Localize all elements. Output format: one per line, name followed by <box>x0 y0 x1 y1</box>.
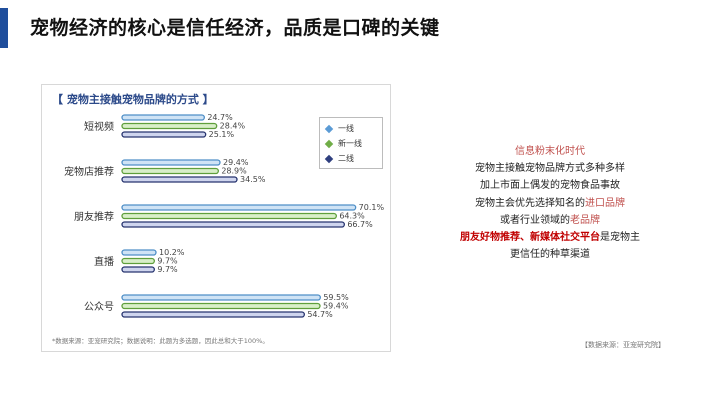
highlight-new-media: 新媒体社交平台 <box>530 232 600 244</box>
bar <box>121 131 207 138</box>
data-label: 28.4% <box>220 122 246 131</box>
data-label: 66.7% <box>347 220 373 229</box>
legend-label: 二线 <box>338 154 354 163</box>
insight-line-6: 朋友好物推荐、新媒体社交平台是宠物主 <box>430 229 670 246</box>
chart-legend: 一线 新一线 二线 <box>319 117 383 169</box>
data-label: 59.5% <box>323 293 349 302</box>
bar-chart: 24.7%28.4%25.1% 29.4%28.9%34.5% 70.1%64.3%… <box>121 113 385 319</box>
data-label: 64.3% <box>339 212 365 221</box>
insight-text-part: 宠物主会优先选择知名的 <box>475 197 585 209</box>
data-label: 24.7% <box>207 113 233 122</box>
insight-line-3: 加上市面上偶发的宠物食品事故 <box>480 180 620 192</box>
bar <box>121 159 221 166</box>
insight-separator: 、 <box>520 232 530 244</box>
bar <box>121 167 219 175</box>
data-label: 10.2% <box>159 248 185 257</box>
insight-text-part: 或者行业领域的 <box>500 214 570 226</box>
bar <box>121 311 305 318</box>
category-label: 直播 <box>94 256 114 268</box>
insight-line-1: 信息粉末化时代 <box>515 146 585 157</box>
legend-item-tier2: 二线 <box>324 151 376 166</box>
category-label: 宠物店推荐 <box>64 166 114 178</box>
bar <box>121 176 238 183</box>
bar <box>121 257 155 265</box>
data-label: 9.7% <box>157 257 178 266</box>
legend-item-newtier1: 新一线 <box>324 136 376 151</box>
insight-text-part: 是宠物主 <box>600 232 640 244</box>
legend-swatch-icon <box>324 154 334 163</box>
data-label: 54.7% <box>307 310 333 319</box>
category-label: 公众号 <box>84 301 114 313</box>
chart-note: *数据来源：亚宠研究院；数据说明：此题为多选题，因此总和大于100%。 <box>52 337 269 345</box>
bar <box>121 204 357 211</box>
highlight-import-brands: 进口品牌 <box>585 197 625 209</box>
data-label: 34.5% <box>240 175 266 184</box>
bar <box>121 212 337 220</box>
source-note: 【数据来源：亚宠研究院】 <box>581 341 665 349</box>
data-label: 25.1% <box>209 130 235 139</box>
data-label: 29.4% <box>223 158 249 167</box>
title-accent-bar <box>0 8 8 48</box>
legend-label: 新一线 <box>338 139 362 148</box>
bar <box>121 302 321 310</box>
insight-line-4: 宠物主会优先选择知名的进口品牌 <box>430 195 670 212</box>
category-label: 短视频 <box>84 121 114 133</box>
bar <box>121 122 218 130</box>
data-label: 9.7% <box>157 265 178 274</box>
bar <box>121 266 155 273</box>
legend-item-tier1: 一线 <box>324 121 376 136</box>
insight-line-5: 或者行业领域的老品牌 <box>430 212 670 229</box>
bar <box>121 294 321 301</box>
chart-title: 【 宠物主接触宠物品牌的方式 】 <box>52 93 214 106</box>
highlight-old-brands: 老品牌 <box>570 214 600 226</box>
bar <box>121 221 345 228</box>
legend-swatch-icon <box>324 124 334 133</box>
data-label: 70.1% <box>359 203 385 212</box>
bar <box>121 114 205 121</box>
data-label: 28.9% <box>221 167 247 176</box>
data-label: 59.4% <box>323 302 349 311</box>
insight-line-2: 宠物主接触宠物品牌方式多种多样 <box>475 163 625 175</box>
legend-label: 一线 <box>338 124 354 133</box>
category-label: 朋友推荐 <box>74 211 114 223</box>
slide-title: 宠物经济的核心是信任经济，品质是口碑的关键 <box>30 17 440 39</box>
insight-text: 信息粉末化时代 宠物主接触宠物品牌方式多种多样 加上市面上偶发的宠物食品事故 宠… <box>430 143 670 263</box>
legend-swatch-icon <box>324 139 334 148</box>
highlight-friend-recommend: 朋友好物推荐 <box>460 232 520 244</box>
insight-line-7: 更信任的种草渠道 <box>510 249 590 261</box>
bar <box>121 249 157 256</box>
chart-panel: 【 宠物主接触宠物品牌的方式 】 24.7% 28.4% 25.1% 29.4% 28.… <box>41 84 391 352</box>
